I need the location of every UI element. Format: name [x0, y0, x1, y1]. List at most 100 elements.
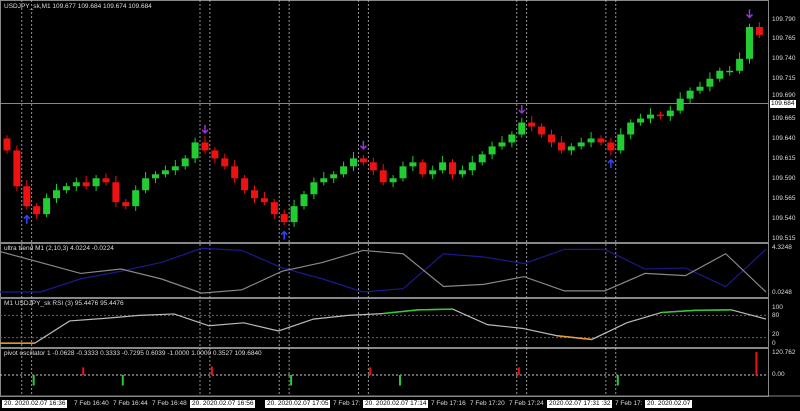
time-axis-label: 20. 2020.02.07 16:56 [190, 400, 256, 408]
bull-candle [429, 170, 437, 175]
bull-candle [171, 166, 179, 171]
bull-candle [290, 206, 298, 223]
time-axis-label: 20. 2020.02.07 17:05 [265, 400, 331, 408]
bull-candle [666, 110, 674, 117]
pivot-scale-label: 0.00 [772, 371, 785, 378]
bull-candle [300, 194, 308, 207]
bull-candle [389, 178, 397, 183]
panel-frame [0, 243, 769, 298]
bull-candle [637, 118, 645, 123]
pivot-oscillator-title: pivot oscillator 1 -0.0628 -0.3333 0.333… [4, 350, 262, 357]
time-axis-label: 7 Feb 17:20 [470, 400, 505, 407]
bull-candle [439, 162, 447, 171]
price-scale-label: 109.540 [772, 214, 796, 222]
price-scale-label: 109.615 [772, 154, 796, 162]
bear-candle [23, 186, 31, 207]
bull-candle [488, 146, 496, 155]
bull-candle [142, 178, 150, 191]
ultra-scale-label: 0.0248 [772, 289, 792, 296]
bull-candle [191, 142, 199, 159]
bear-candle [221, 158, 229, 167]
bull-candle [567, 146, 575, 151]
bull-candle [43, 198, 51, 215]
bull-candle [676, 98, 684, 111]
panel-frame [0, 0, 769, 243]
bull-candle [478, 154, 486, 163]
bear-candle [369, 162, 377, 171]
bull-candle [696, 86, 704, 91]
pivot-bar [32, 375, 35, 386]
bull-candle [587, 138, 595, 143]
bull-candle [647, 114, 654, 119]
bull-candle [53, 190, 60, 199]
main-chart-title: USDJPY_sk,M1 109.677 109.684 109.674 109… [4, 3, 152, 10]
bull-candle [458, 170, 466, 175]
bull-candle [627, 122, 635, 135]
current-price-label: 109.684 [770, 100, 796, 108]
bull-candle [736, 58, 744, 71]
bear-candle [379, 170, 387, 183]
bull-candle [617, 134, 625, 151]
price-scale-label: 109.640 [772, 134, 796, 142]
bear-candle [548, 134, 555, 143]
bull-candle [152, 174, 159, 179]
price-scale-label: 109.590 [772, 174, 796, 182]
bull-candle [161, 170, 169, 175]
rsi-overbought-segment [382, 309, 418, 315]
bear-candle [557, 142, 565, 151]
price-scale-label: 109.740 [772, 55, 796, 63]
rsi-title: M1 USDJPY_sk RSI (3) 95.4476 95.4476 [4, 300, 124, 307]
bear-candle [82, 182, 90, 187]
bull-candle [716, 70, 724, 79]
pivot-bar [517, 367, 520, 375]
buy-arrow-icon [280, 230, 288, 240]
bear-candle [656, 114, 664, 117]
bear-candle [755, 26, 763, 35]
bull-candle [132, 190, 140, 207]
pivot-bar [616, 375, 619, 386]
pivot-bar [210, 366, 213, 375]
bull-candle [686, 90, 694, 99]
bull-candle [62, 186, 70, 191]
bull-candle [340, 166, 348, 175]
bull-candle [508, 134, 516, 143]
time-axis-label: 7 Feb 17: [333, 400, 361, 407]
bear-candle [241, 178, 249, 191]
bear-candle [528, 122, 536, 127]
bull-candle [320, 178, 328, 183]
bear-candle [270, 202, 278, 215]
bear-candle [538, 126, 546, 135]
price-scale-label: 109.515 [772, 234, 796, 242]
bear-candle [112, 182, 120, 203]
bear-candle [597, 138, 605, 143]
bear-candle [211, 150, 219, 159]
bear-candle [3, 138, 11, 151]
price-scale-label: 109.565 [772, 194, 796, 202]
bull-candle [706, 78, 714, 87]
bull-candle [181, 158, 189, 167]
price-scale-label: 109.715 [772, 75, 796, 83]
rsi-line [0, 308, 767, 344]
ultra-trend-blue-line [0, 247, 767, 293]
bull-candle [498, 142, 506, 147]
buy-arrow-icon [607, 158, 615, 168]
bull-candle [399, 166, 407, 179]
bear-candle [122, 202, 130, 207]
bull-candle [310, 182, 318, 195]
bear-candle [33, 206, 41, 215]
bear-candle [419, 162, 427, 175]
time-axis-label: 7 Feb 16:40 [74, 400, 109, 407]
bull-candle [518, 122, 526, 135]
time-axis-label: 20. 2020.02.07 [645, 400, 693, 408]
rsi-scale-label: 0 [772, 339, 776, 347]
time-axis-label: 7 Feb 17: [615, 400, 643, 407]
bear-candle [280, 214, 288, 223]
price-scale-label: 109.790 [772, 15, 796, 23]
bull-candle [92, 178, 100, 187]
price-scale-label: 109.665 [772, 115, 796, 123]
time-axis-label: 7 Feb 16:48 [152, 400, 187, 407]
time-axis-label: 20. 2020.02.07 17:14 [363, 400, 429, 408]
pivot-bar [290, 375, 293, 386]
bull-candle [726, 70, 734, 73]
